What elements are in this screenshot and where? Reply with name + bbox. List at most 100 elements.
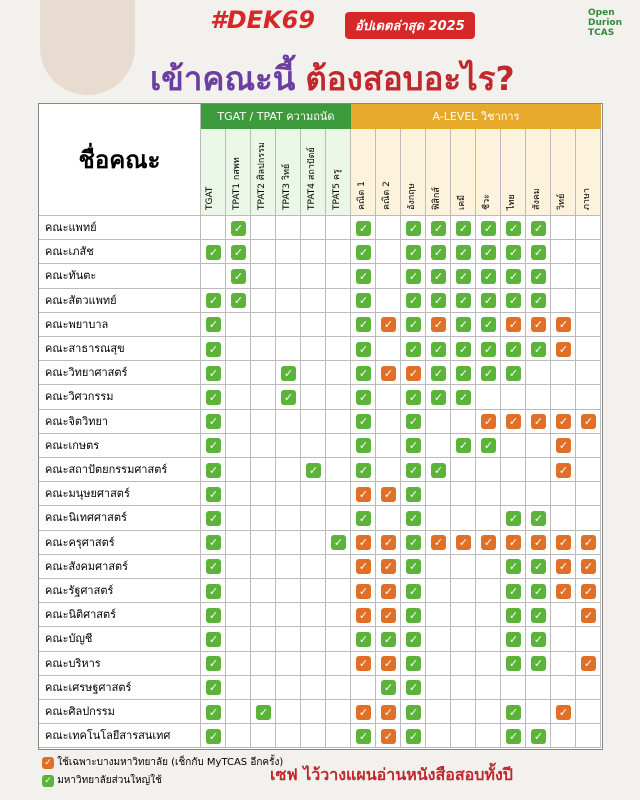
cell (501, 554, 526, 579)
faculty-name: คณะเศรษฐศาสตร์ (45, 680, 132, 694)
check-mark: ✓ (381, 317, 396, 333)
cell (251, 627, 276, 652)
check-mark: ✓ (506, 704, 521, 720)
cell (401, 627, 426, 652)
cell (301, 675, 326, 700)
check-mark: ✓ (431, 317, 446, 333)
cell (401, 579, 426, 604)
cell (551, 482, 576, 507)
cell (476, 385, 501, 410)
check-mark: ✓ (406, 438, 421, 454)
cell (251, 385, 276, 410)
check-mark: ✓ (506, 728, 521, 744)
cell (526, 482, 551, 507)
cell (201, 409, 226, 434)
cell (476, 264, 501, 289)
faculty-name: คณะรัฐศาสตร์ (45, 584, 114, 597)
legend-text: มหาวิทยาลัยส่วนใหญ่ใช้ (57, 775, 162, 786)
cell (226, 603, 251, 628)
cell (301, 216, 326, 241)
column-header: TPAT5 ครู (332, 169, 342, 210)
cell (251, 530, 276, 555)
cell (551, 627, 576, 652)
cell (501, 240, 526, 265)
cell (201, 675, 226, 700)
cell (451, 579, 476, 604)
cell (301, 724, 326, 749)
cell (226, 361, 251, 386)
cell (401, 385, 426, 410)
cell (251, 361, 276, 386)
check-mark: ✓ (206, 583, 221, 599)
check-mark: ✓ (506, 268, 521, 284)
cell (551, 530, 576, 555)
cell (351, 579, 376, 604)
cell (526, 361, 551, 386)
cell (226, 337, 251, 362)
check-mark: ✓ (406, 486, 421, 502)
column-bg (426, 129, 451, 216)
column-header: คณิต 2 (382, 181, 392, 210)
cell (401, 530, 426, 555)
cell (326, 385, 351, 410)
check-mark: ✓ (431, 462, 446, 478)
cell (301, 288, 326, 313)
check-mark: ✓ (506, 559, 521, 575)
cell (401, 312, 426, 337)
cell (326, 240, 351, 265)
cell (576, 700, 601, 725)
cell (551, 458, 576, 483)
check-mark: ✓ (406, 389, 421, 405)
row-bg (39, 288, 201, 313)
row-bg (39, 482, 201, 507)
faculty-name: คณะจิตวิทยา (45, 414, 109, 428)
cell (276, 530, 301, 555)
faculty-name: คณะศิลปกรรม (45, 705, 115, 718)
check-mark: ✓ (356, 510, 371, 526)
cell (301, 554, 326, 579)
cell (351, 337, 376, 362)
check-mark: ✓ (456, 293, 471, 309)
cell (526, 458, 551, 483)
check-mark: ✓ (206, 510, 221, 526)
check-mark: ✓ (456, 317, 471, 333)
check-mark: ✓ (581, 583, 596, 599)
cell (576, 506, 601, 531)
check-mark: ✓ (206, 438, 221, 454)
check-mark: ✓ (556, 438, 571, 454)
cell (476, 627, 501, 652)
check-mark: ✓ (581, 535, 596, 551)
check-mark: ✓ (506, 244, 521, 260)
cell (451, 554, 476, 579)
cell (301, 651, 326, 676)
row-bg (39, 724, 201, 749)
cell (451, 724, 476, 749)
cell (301, 506, 326, 531)
cell (326, 361, 351, 386)
cell (501, 433, 526, 458)
cell (326, 724, 351, 749)
check-mark: ✓ (406, 704, 421, 720)
check-mark: ✓ (481, 414, 496, 430)
cell (226, 458, 251, 483)
cell (526, 700, 551, 725)
cell (551, 700, 576, 725)
check-mark: ✓ (431, 244, 446, 260)
cell (251, 554, 276, 579)
cell (551, 579, 576, 604)
cell (476, 700, 501, 725)
check-mark: ✓ (456, 341, 471, 357)
cell (351, 409, 376, 434)
cell (551, 361, 576, 386)
check-mark: ✓ (456, 535, 471, 551)
check-mark: ✓ (231, 293, 246, 309)
check-mark: ✓ (206, 389, 221, 405)
check-mark: ✓ (481, 535, 496, 551)
cell (526, 385, 551, 410)
column-bg (276, 129, 301, 216)
cell (276, 240, 301, 265)
check-mark: ✓ (506, 656, 521, 672)
cell (201, 337, 226, 362)
cell (201, 458, 226, 483)
